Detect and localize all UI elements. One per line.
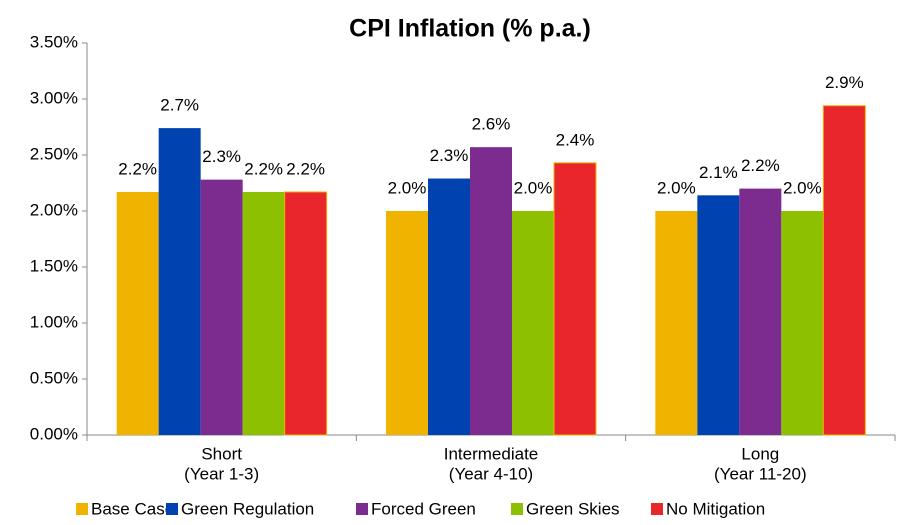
data-label: 2.2% [118,159,157,178]
legend-swatch [76,503,88,515]
bar [428,178,470,435]
data-label: 2.7% [160,96,199,115]
data-label: 2.0% [388,178,427,197]
y-tick-label: 1.50% [30,256,78,275]
bar [116,191,159,435]
bar [200,179,243,435]
x-tick-label: (Year 11-20) [714,464,807,483]
data-label: 2.2% [244,159,283,178]
y-tick-label: 2.50% [30,144,78,163]
data-label: 2.2% [741,156,780,175]
bar [386,211,428,435]
bar [697,195,740,435]
legend-label: Forced Green [371,499,476,518]
legend-label: Green Skies [526,499,620,518]
data-label: 2.0% [657,178,696,197]
chart-title: CPI Inflation (% p.a.) [349,15,591,43]
y-tick-label: 0.50% [30,368,78,387]
legend-swatch [511,503,523,515]
bar [781,211,824,435]
data-label: 2.9% [825,73,864,92]
legend-label: No Mitigation [666,499,765,518]
y-tick-label: 3.50% [30,32,78,51]
bar [158,128,201,435]
x-tick-label: Short [201,444,242,463]
bar [470,147,512,435]
legend-label: Green Regulation [181,499,314,518]
y-tick-label: 1.00% [30,312,78,331]
bar [242,191,285,435]
bar [553,162,597,436]
data-label: 2.3% [430,146,469,165]
bar [822,105,866,436]
data-label: 2.6% [472,115,511,134]
legend-swatch [166,503,178,515]
data-label: 2.1% [699,163,738,182]
x-tick-label: Long [741,444,779,463]
x-tick-label: (Year 4-10) [449,464,533,483]
data-label: 2.4% [556,130,595,149]
data-label: 2.3% [202,147,241,166]
bar [284,191,328,436]
bar [512,211,554,435]
bar [655,211,698,435]
data-label: 2.0% [514,178,553,197]
legend-label: Base Case [91,499,174,518]
data-label: 2.0% [783,178,822,197]
x-tick-label: (Year 1-3) [184,464,259,483]
data-label: 2.2% [286,159,325,178]
y-tick-label: 3.00% [30,88,78,107]
x-tick-label: Intermediate [444,444,539,463]
y-tick-label: 2.00% [30,200,78,219]
legend-swatch [651,503,663,515]
legend-swatch [356,503,368,515]
y-tick-label: 0.00% [30,424,78,443]
bar [739,188,782,435]
